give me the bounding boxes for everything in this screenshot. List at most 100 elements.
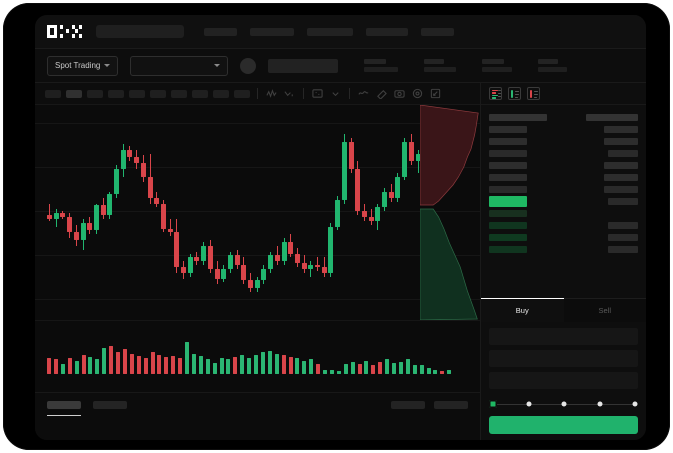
- camera-icon[interactable]: [393, 87, 406, 100]
- percent-node-75[interactable]: [597, 401, 602, 407]
- toolbar-divider: [349, 88, 350, 99]
- search-input[interactable]: [96, 25, 184, 38]
- okx-logo-icon[interactable]: [47, 25, 82, 38]
- order-amount-field[interactable]: [489, 350, 638, 367]
- volume-bar-25: [219, 358, 224, 374]
- candle-47: [361, 105, 367, 320]
- candle-4: [73, 105, 79, 320]
- candle-11: [120, 105, 126, 320]
- volume-bar-55: [426, 368, 431, 374]
- candle-body: [60, 213, 66, 217]
- order-price-field[interactable]: [489, 328, 638, 345]
- candle-body: [120, 149, 126, 169]
- candlestick-chart[interactable]: [35, 105, 480, 320]
- timeframe-button-0[interactable]: [45, 89, 61, 98]
- volume-bar-21: [191, 354, 196, 374]
- candle-8: [100, 105, 106, 320]
- volume-bar-20: [185, 342, 189, 374]
- orderbook-row[interactable]: [489, 231, 638, 243]
- timeframe-button-1[interactable]: [66, 89, 82, 98]
- nav-item-5[interactable]: [421, 27, 454, 36]
- candle-34: [274, 105, 280, 320]
- percent-node-50[interactable]: [561, 401, 567, 407]
- logo-letter-k: [59, 25, 70, 38]
- orderbook-row[interactable]: [489, 243, 638, 255]
- trading-pair-select[interactable]: [130, 55, 229, 76]
- orderbook-row[interactable]: [489, 147, 638, 159]
- header-nav: [204, 27, 454, 36]
- volume-bar-23: [205, 359, 210, 374]
- orderbook-row[interactable]: [489, 111, 638, 123]
- timeframe-button-8[interactable]: [213, 89, 229, 98]
- orderbook-row[interactable]: [489, 183, 638, 195]
- orderbook-size-cell: [604, 173, 638, 181]
- percent-slider[interactable]: [489, 398, 638, 410]
- timeframe-button-9[interactable]: [234, 89, 250, 98]
- indicator-icon[interactable]: [265, 87, 278, 100]
- volume-bar-53: [412, 364, 417, 374]
- orderbook-last-price-row[interactable]: [489, 195, 638, 207]
- volume-bar-29: [247, 358, 252, 374]
- candle-body: [348, 142, 354, 169]
- candle-46: [355, 105, 361, 320]
- orderbook-row[interactable]: [489, 171, 638, 183]
- orderbook-row[interactable]: [489, 207, 638, 219]
- chevron-down-icon[interactable]: [329, 87, 342, 100]
- candle-body: [73, 232, 79, 241]
- template-icon[interactable]: [311, 87, 324, 100]
- orderbook-rows[interactable]: [481, 105, 646, 255]
- percent-node-25[interactable]: [526, 401, 531, 407]
- timeframe-button-3[interactable]: [108, 89, 124, 98]
- nav-item-4[interactable]: [366, 27, 408, 36]
- order-total-field[interactable]: [489, 372, 638, 389]
- nav-item-1[interactable]: [204, 27, 237, 36]
- compare-icon[interactable]: [283, 87, 296, 100]
- orderbook-view-modes: [481, 83, 646, 105]
- gridline-2: [35, 211, 480, 212]
- volume-chart[interactable]: [35, 320, 480, 392]
- orderbook-price-cell: [489, 233, 527, 241]
- volume-bar-44: [350, 362, 355, 374]
- candle-38: [301, 105, 307, 320]
- tab-sell[interactable]: Sell: [563, 299, 646, 322]
- volume-bar-19: [178, 358, 183, 374]
- settings-icon[interactable]: [411, 87, 424, 100]
- orderbook-size-cell: [608, 233, 638, 241]
- fullscreen-icon[interactable]: [429, 87, 442, 100]
- timeframe-button-2[interactable]: [87, 89, 103, 98]
- candle-body: [147, 176, 153, 198]
- spot-trading-dropdown[interactable]: Spot Trading: [47, 55, 119, 76]
- volume-bar-45: [357, 363, 362, 374]
- candle-body: [368, 217, 374, 221]
- orderbook-size-cell: [608, 197, 638, 205]
- line-chart-icon[interactable]: [357, 87, 370, 100]
- orderbook-row[interactable]: [489, 219, 638, 231]
- nav-item-3[interactable]: [307, 27, 353, 36]
- timeframe-button-5[interactable]: [150, 89, 166, 98]
- timeframe-button-7[interactable]: [192, 89, 208, 98]
- orderbook-row[interactable]: [489, 123, 638, 135]
- orderbook-bids-icon[interactable]: [508, 87, 521, 100]
- candle-31: [254, 105, 260, 320]
- candle-3: [67, 105, 73, 320]
- bottom-tab-1[interactable]: [93, 401, 127, 409]
- candle-wick: [49, 203, 50, 221]
- timeframe-button-4[interactable]: [129, 89, 145, 98]
- orderbook-row[interactable]: [489, 135, 638, 147]
- orderbook-price-cell: [489, 161, 527, 169]
- nav-item-2[interactable]: [250, 27, 294, 36]
- bottom-action-1[interactable]: [434, 401, 468, 409]
- submit-order-button[interactable]: [489, 416, 638, 434]
- orderbook-asks-icon[interactable]: [527, 87, 540, 100]
- last-price-value: [268, 58, 339, 73]
- candle-body: [301, 263, 307, 269]
- percent-node-100[interactable]: [632, 401, 638, 407]
- eraser-icon[interactable]: [375, 87, 388, 100]
- orderbook-both-icon[interactable]: [489, 87, 502, 100]
- bottom-tab-0[interactable]: [47, 401, 81, 416]
- timeframe-button-6[interactable]: [171, 89, 187, 98]
- percent-node-0[interactable]: [489, 400, 497, 408]
- orderbook-row[interactable]: [489, 159, 638, 171]
- bottom-action-0[interactable]: [391, 401, 425, 409]
- tab-buy[interactable]: Buy: [481, 298, 564, 322]
